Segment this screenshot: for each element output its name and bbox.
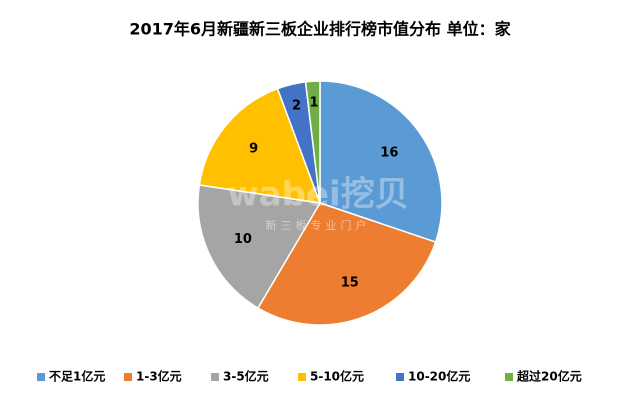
legend-label: 不足1亿元 bbox=[49, 369, 105, 384]
legend-swatch bbox=[211, 373, 219, 381]
pie-slice bbox=[198, 87, 322, 204]
data-label: 1 bbox=[310, 96, 319, 111]
data-label: 15 bbox=[341, 276, 359, 291]
legend-swatch bbox=[298, 373, 306, 381]
watermark: wabei挖贝 bbox=[227, 175, 408, 215]
legend-swatch bbox=[396, 373, 404, 381]
legend-label: 1-3亿元 bbox=[136, 369, 182, 384]
data-label: 2 bbox=[292, 98, 301, 113]
legend-label: 3-5亿元 bbox=[223, 369, 269, 384]
pie-slice bbox=[319, 80, 443, 244]
legend-swatch bbox=[124, 373, 132, 381]
data-label: 9 bbox=[249, 142, 258, 157]
data-label: 16 bbox=[380, 146, 398, 161]
data-label: 10 bbox=[234, 232, 252, 247]
pie-slice bbox=[197, 184, 322, 310]
legend-swatch bbox=[37, 373, 45, 381]
legend-swatch bbox=[505, 373, 513, 381]
watermark-subtitle: 新三板专业门户 bbox=[266, 218, 371, 232]
pie-slice bbox=[304, 80, 321, 204]
legend-label: 超过20亿元 bbox=[516, 369, 582, 384]
legend-label: 5-10亿元 bbox=[310, 369, 364, 384]
legend-label: 10-20亿元 bbox=[408, 369, 470, 384]
chart-title: 2017年6月新疆新三板企业排行榜市值分布 单位：家 bbox=[129, 20, 511, 39]
